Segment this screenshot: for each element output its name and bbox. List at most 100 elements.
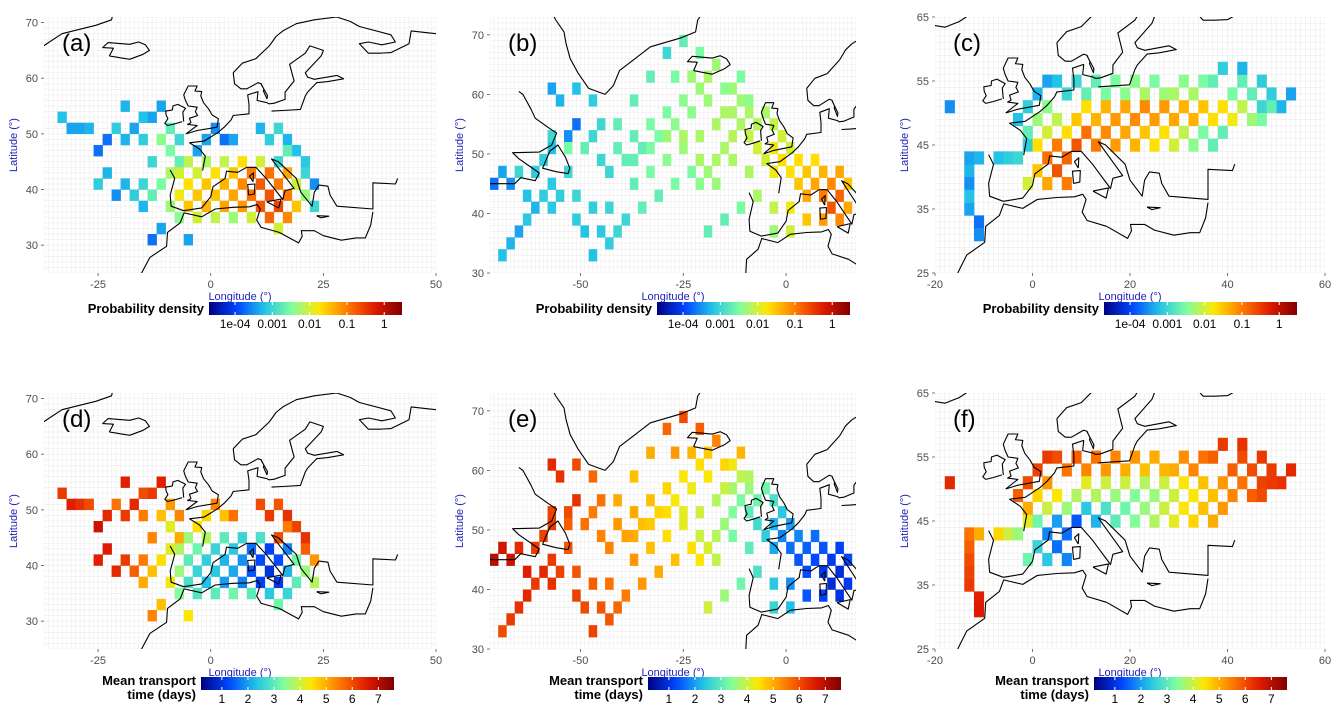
heatmap-cell: [219, 200, 229, 213]
heatmap-cell: [1003, 151, 1014, 165]
heatmap-cell: [769, 541, 779, 554]
heatmap-cell: [174, 189, 184, 201]
colorbar-tick-label: 1: [219, 692, 226, 706]
y-tick-label: 30: [26, 616, 38, 628]
heatmap-cell: [1139, 476, 1150, 490]
heatmap-cell: [165, 521, 175, 533]
heatmap-cell: [712, 153, 721, 167]
heatmap-cell: [810, 153, 820, 167]
heatmap-cell: [498, 249, 507, 262]
heatmap-cell: [547, 177, 557, 190]
heatmap-cell: [1237, 100, 1248, 114]
colorbar-tick-label: 1e-04: [220, 317, 251, 331]
heatmap-cell: [183, 554, 193, 566]
colorbar-tick-label: 0.001: [257, 317, 287, 331]
heatmap-cell: [827, 201, 836, 214]
heatmap-cell: [282, 189, 293, 201]
heatmap-cell: [547, 506, 557, 519]
heatmap-cells-f: [944, 437, 1297, 618]
coastline-a: [44, 17, 436, 273]
heatmap-cell: [57, 487, 67, 499]
heatmap-cells-e: [490, 410, 853, 638]
heatmap-cell: [264, 509, 275, 522]
heatmap-cell: [219, 133, 229, 146]
heatmap-cell: [498, 541, 507, 554]
heatmap-cell: [843, 577, 853, 590]
heatmap-cell: [1237, 450, 1248, 464]
heatmap-cell: [282, 565, 293, 577]
heatmap-cell: [580, 518, 589, 531]
heatmap-cell: [974, 527, 985, 541]
heatmap-cell: [654, 189, 663, 202]
heatmap-cell: [629, 529, 639, 543]
heatmap-cell: [662, 529, 672, 543]
heatmap-cell: [156, 100, 166, 112]
heatmap-cell: [621, 589, 631, 602]
heatmap-cell: [646, 541, 655, 554]
heatmap-cell: [613, 142, 622, 155]
heatmap-cell: [539, 189, 548, 202]
heatmap-cell: [1188, 113, 1199, 127]
heatmap-cell: [1120, 100, 1131, 114]
heatmap-cell: [769, 201, 779, 214]
heatmap-cell: [621, 153, 631, 167]
x-tick-label: 50: [430, 655, 442, 667]
heatmap-cell: [745, 482, 754, 495]
heatmap-cell: [1032, 164, 1043, 178]
heatmap-cell: [974, 604, 985, 618]
heatmap-cell: [786, 142, 795, 155]
heatmap-cell: [810, 529, 820, 543]
heatmap-cell: [605, 577, 614, 590]
heatmap-cell: [736, 470, 746, 483]
heatmap-cell: [1022, 501, 1033, 515]
colorbar-tick-label: 1: [381, 317, 388, 331]
heatmap-cell: [670, 553, 680, 566]
heatmap-cell: [993, 151, 1004, 165]
heatmap-cell: [1052, 489, 1063, 503]
heatmap-cell: [282, 521, 293, 533]
heatmap-cell: [605, 201, 614, 214]
heatmap-cell: [1198, 100, 1209, 114]
heatmap-cell: [802, 565, 811, 578]
heatmap-cell: [300, 167, 311, 179]
heatmap-cell: [794, 153, 803, 167]
heatmap-cell: [646, 70, 655, 83]
heatmap-cell: [522, 189, 532, 202]
colorbar-tick-label: 6: [349, 692, 356, 706]
heatmap-cell: [1052, 540, 1063, 554]
y-tick-label: 35: [917, 580, 929, 592]
grid-d: [44, 393, 436, 649]
heatmap-cell: [120, 178, 130, 190]
heatmap-cell: [201, 576, 211, 589]
heatmap-cell: [670, 118, 680, 131]
heatmap-cell: [264, 133, 275, 146]
heatmap-cell: [964, 164, 975, 178]
heatmap-cell: [255, 178, 266, 190]
heatmap-cell: [255, 532, 266, 544]
heatmap-cell: [1208, 74, 1219, 88]
heatmap-cell: [1100, 125, 1111, 139]
colorbar-tick-label: 0.01: [298, 317, 322, 331]
heatmap-cell: [111, 189, 121, 201]
heatmap-cell: [695, 506, 705, 519]
heatmap-cell: [695, 177, 705, 190]
colorbar-title-line: Mean transport: [549, 673, 644, 688]
heatmap-cell: [687, 70, 696, 83]
heatmap-cell: [564, 518, 573, 531]
heatmap-cell: [761, 482, 770, 495]
heatmap-cell: [201, 156, 211, 168]
heatmap-cell: [1071, 450, 1082, 464]
heatmap-cell: [291, 178, 302, 190]
heatmap-cell: [728, 482, 737, 495]
heatmap-cell: [1149, 450, 1160, 464]
heatmap-cell: [679, 94, 688, 107]
heatmap-cell: [174, 565, 184, 577]
heatmap-cell: [662, 153, 672, 167]
heatmap-cell: [670, 446, 680, 459]
heatmap-cell: [237, 554, 247, 566]
heatmap-cell: [129, 565, 139, 577]
heatmap-cell: [1159, 87, 1170, 101]
x-tick-label: 40: [1221, 279, 1233, 291]
heatmap-cell: [580, 142, 589, 155]
heatmap-cell: [219, 532, 229, 544]
